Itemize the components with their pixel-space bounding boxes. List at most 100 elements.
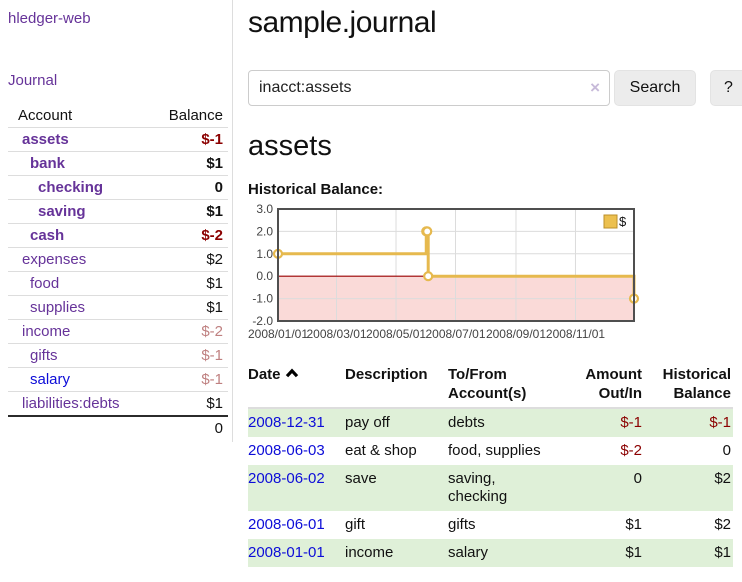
search-button[interactable]: Search	[614, 70, 696, 106]
app-layout: hledger-web Journal Account Balance asse…	[0, 0, 742, 567]
account-row: income $-2	[8, 319, 228, 344]
legend-label: $	[619, 214, 627, 229]
register-col-accounts: To/From Account(s)	[448, 363, 578, 409]
clear-search-icon[interactable]: ×	[590, 78, 600, 97]
x-axis-tick-label: 2008/01/01	[248, 327, 308, 341]
account-row: food $1	[8, 271, 228, 296]
x-axis-tick-label: 2008/03/01	[306, 327, 366, 341]
account-link-expenses[interactable]: expenses	[22, 251, 87, 268]
account-link-saving[interactable]: saving	[38, 203, 86, 220]
account-balance: $-2	[151, 319, 228, 344]
sidebar-item-journal[interactable]: Journal	[8, 72, 58, 89]
transaction-date-link[interactable]: 2008-01-01	[248, 544, 325, 561]
account-link-liabilities-debts[interactable]: liabilities:debts	[22, 395, 120, 412]
amount-cell: $1	[625, 516, 642, 533]
x-axis-tick-label: 2008/11/01	[546, 327, 605, 341]
account-name-cell: bank	[8, 151, 152, 176]
accounts-cell: food, supplies	[448, 442, 541, 459]
y-axis-tick-label: 3.0	[256, 202, 273, 216]
balance-cell: $2	[644, 465, 733, 511]
accounts-header-row: Account Balance	[8, 107, 228, 128]
account-row: cash $-2	[8, 223, 228, 248]
account-name-cell: expenses	[8, 247, 152, 272]
brand-link[interactable]: hledger-web	[8, 10, 91, 27]
balance-cell: $1	[644, 539, 733, 567]
register-row: 2008-12-31 pay off debts $-1 $-1	[248, 408, 733, 437]
account-link-checking[interactable]: checking	[38, 179, 104, 196]
amount-cell: $1	[578, 539, 644, 567]
account-name-cell: salary	[8, 367, 152, 392]
date-cell: 2008-06-01	[248, 511, 345, 539]
balance-cell: $2	[714, 516, 731, 533]
account-link-supplies[interactable]: supplies	[30, 299, 86, 316]
account-link-food[interactable]: food	[30, 275, 60, 292]
amount-header-line2: Out/In	[598, 385, 642, 402]
account-row: assets $-1	[8, 127, 228, 152]
account-link-income[interactable]: income	[22, 323, 71, 340]
date-header-label: Date	[248, 366, 281, 383]
account-name-cell: food	[8, 271, 152, 296]
account-balance: $1	[151, 271, 228, 296]
register-col-balance: Historical Balance	[644, 363, 733, 409]
description-cell: gift	[345, 516, 366, 533]
y-axis-tick-label: -2.0	[252, 314, 273, 328]
accounts-col-balance: Balance	[168, 107, 223, 124]
chart-title: Historical Balance:	[248, 181, 384, 198]
balance-header-line1: Historical	[662, 366, 731, 383]
account-link-salary[interactable]: salary	[30, 371, 71, 388]
data-point-marker	[423, 271, 434, 282]
x-axis-tick-label: 2008/07/01	[425, 327, 485, 341]
amount-header-line1: Amount	[585, 366, 642, 383]
account-name-cell: saving	[8, 199, 152, 224]
account-balance: $-1	[151, 367, 228, 392]
account-row: saving $1	[8, 199, 228, 224]
register-col-amount: Amount Out/In	[578, 363, 644, 409]
accounts-header-line1: To/From	[448, 366, 507, 383]
y-axis-tick-label: -1.0	[252, 292, 273, 306]
y-axis-tick-label: 0.0	[256, 269, 273, 283]
register-row: 2008-06-02 save saving, checking 0 $2	[248, 465, 733, 511]
account-name-cell: liabilities:debts	[8, 391, 152, 416]
y-axis-tick-label: 2.0	[256, 224, 273, 238]
transaction-date-link[interactable]: 2008-06-01	[248, 516, 325, 533]
accounts-table: Account Balance assets $-1 bank $1 checking 0…	[8, 107, 228, 440]
description-header-label: Description	[345, 366, 428, 383]
register-col-date[interactable]: Date	[248, 363, 345, 409]
transaction-date-link[interactable]: 2008-06-03	[248, 442, 325, 459]
account-balance: $1	[151, 151, 228, 176]
date-cell: 2008-06-02	[248, 465, 345, 511]
sidebar: hledger-web Journal Account Balance asse…	[0, 0, 233, 442]
account-name-cell: cash	[8, 223, 152, 248]
sort-ascending-icon	[285, 368, 298, 378]
accounts-cell: debts	[448, 408, 578, 437]
date-cell: 2008-12-31	[248, 408, 345, 437]
account-row: gifts $-1	[8, 343, 228, 368]
account-link-bank[interactable]: bank	[30, 155, 66, 172]
accounts-total-spacer	[8, 415, 152, 440]
help-button[interactable]: ?	[710, 70, 742, 106]
account-heading: assets	[248, 130, 332, 162]
register-col-description: Description	[345, 363, 448, 409]
accounts-cell: salary	[448, 539, 578, 567]
account-name-cell: supplies	[8, 295, 152, 320]
account-name-cell: checking	[8, 175, 152, 200]
amount-cell: 0	[578, 465, 644, 511]
account-balance: $-2	[151, 223, 228, 248]
transaction-date-link[interactable]: 2008-06-02	[248, 470, 325, 487]
x-axis-tick-label: 2008/09/01	[486, 327, 546, 341]
legend-swatch	[603, 214, 618, 229]
transaction-date-link[interactable]: 2008-12-31	[248, 414, 325, 431]
account-link-cash[interactable]: cash	[30, 227, 65, 244]
account-balance: $-1	[151, 127, 228, 152]
account-row: expenses $2	[8, 247, 228, 272]
register-row: 2008-06-01 gift gifts $1 $2	[248, 511, 733, 539]
account-link-assets[interactable]: assets	[22, 131, 69, 148]
account-balance: $1	[151, 391, 228, 416]
account-balance: 0	[151, 175, 228, 200]
account-link-gifts[interactable]: gifts	[30, 347, 58, 364]
description-cell: pay off	[345, 408, 448, 437]
search-input[interactable]	[249, 71, 609, 105]
account-row: checking 0	[8, 175, 228, 200]
accounts-total-value: 0	[151, 415, 228, 440]
account-balance: $-1	[151, 343, 228, 368]
